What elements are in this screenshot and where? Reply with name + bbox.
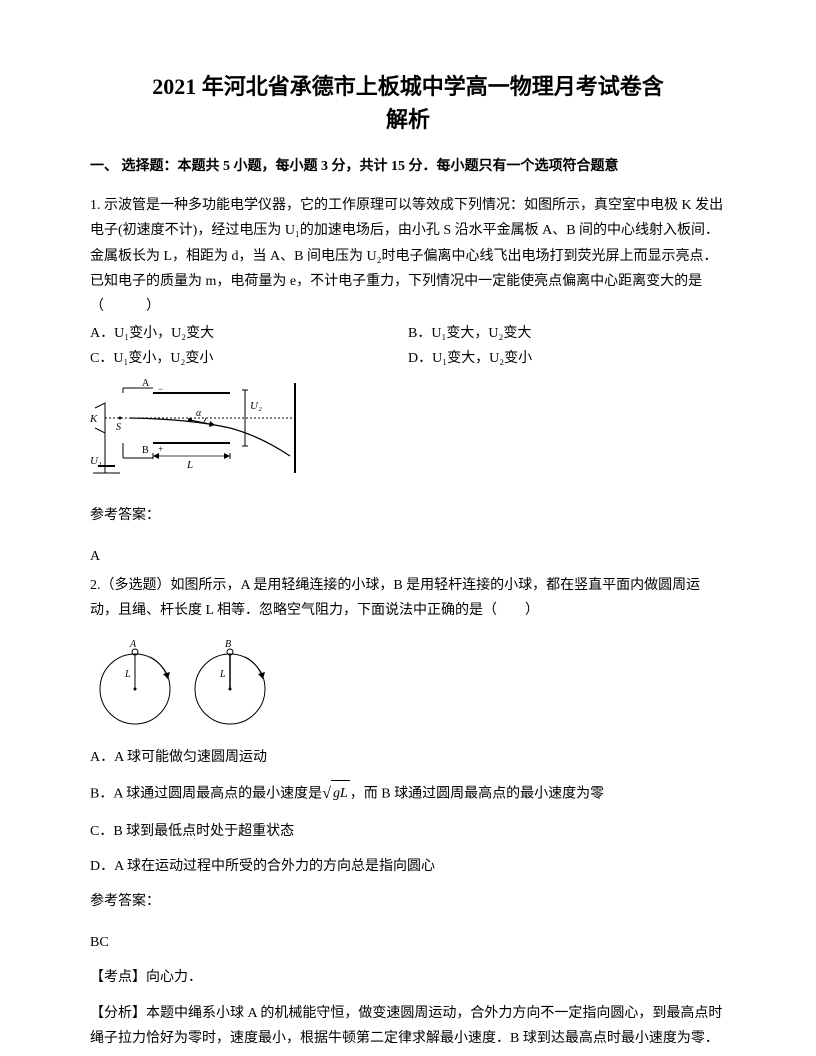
title-line-2: 解析 bbox=[386, 107, 430, 132]
svg-text:B: B bbox=[225, 639, 231, 650]
svg-text:B: B bbox=[142, 445, 149, 456]
sqrt-formula: √gL bbox=[322, 780, 350, 809]
title-line-1: 2021 年河北省承德市上板城中学高一物理月考试卷含 bbox=[152, 74, 664, 99]
svg-text:K: K bbox=[90, 413, 98, 425]
q1-option-b: B．U₁变大，U₂变大 bbox=[408, 321, 726, 346]
svg-text:A: A bbox=[129, 639, 137, 650]
svg-text:α: α bbox=[196, 408, 202, 419]
topic-label: 【考点】 bbox=[90, 970, 146, 985]
svg-text:−: − bbox=[158, 384, 163, 394]
section-heading: 一、 选择题：本题共 5 小题，每小题 3 分，共计 15 分．每小题只有一个选… bbox=[90, 154, 726, 179]
q2-diagram: A L B L bbox=[90, 639, 726, 738]
q1-answer: A bbox=[90, 544, 726, 569]
q1-option-a: A．U₁变小，U₂变大 bbox=[90, 321, 408, 346]
q1-answer-label: 参考答案： bbox=[90, 503, 726, 528]
q1-option-d: D．U₁变大，U₂变小 bbox=[408, 346, 726, 371]
q2-option-b: B．A 球通过圆周最高点的最小速度是√gL，而 B 球通过圆周最高点的最小速度为… bbox=[90, 780, 726, 809]
q2-answer: BC bbox=[90, 930, 726, 955]
topic-text: 向心力． bbox=[146, 970, 202, 985]
svg-text:L: L bbox=[219, 669, 226, 680]
q2-option-d: D．A 球在运动过程中所受的合外力的方向总是指向圆心 bbox=[90, 854, 726, 879]
q2-answer-label: 参考答案： bbox=[90, 889, 726, 914]
q2-text: 2.（多选题）如图所示，A 是用轻绳连接的小球，B 是用轻杆连接的小球，都在竖直… bbox=[90, 573, 726, 623]
svg-text:A: A bbox=[142, 378, 150, 389]
svg-text:L: L bbox=[124, 669, 131, 680]
q2-analysis: 【分析】本题中绳系小球 A 的机械能守恒，做变速圆周运动，合外力方向不一定指向圆… bbox=[90, 1001, 726, 1051]
q1-text: 1. 示波管是一种多功能电学仪器，它的工作原理可以等效成下列情况：如图所示，真空… bbox=[90, 193, 726, 319]
q2-option-a: A．A 球可能做匀速圆周运动 bbox=[90, 745, 726, 770]
svg-text:U₂: U₂ bbox=[250, 400, 262, 412]
q1-diagram: A − B + U₂ K S α U₁ L bbox=[90, 378, 726, 497]
svg-text:U₁: U₁ bbox=[90, 455, 102, 467]
page-title: 2021 年河北省承德市上板城中学高一物理月考试卷含 解析 bbox=[90, 70, 726, 136]
analysis-text: 本题中绳系小球 A 的机械能守恒，做变速圆周运动，合外力方向不一定指向圆心，到最… bbox=[90, 1006, 722, 1046]
q2-topic: 【考点】向心力． bbox=[90, 965, 726, 990]
svg-text:+: + bbox=[158, 444, 163, 454]
analysis-label: 【分析】 bbox=[90, 1006, 146, 1021]
svg-text:L: L bbox=[186, 459, 193, 471]
q2-option-b-pre: B．A 球通过圆周最高点的最小速度是 bbox=[90, 786, 322, 801]
q1-option-c: C．U₁变小，U₂变小 bbox=[90, 346, 408, 371]
q1-options: A．U₁变小，U₂变大 B．U₁变大，U₂变大 C．U₁变小，U₂变小 D．U₁… bbox=[90, 321, 726, 371]
q2-option-b-post: ，而 B 球通过圆周最高点的最小速度为零 bbox=[350, 786, 604, 801]
svg-text:S: S bbox=[116, 422, 121, 433]
q2-option-c: C．B 球到最低点时处于超重状态 bbox=[90, 819, 726, 844]
